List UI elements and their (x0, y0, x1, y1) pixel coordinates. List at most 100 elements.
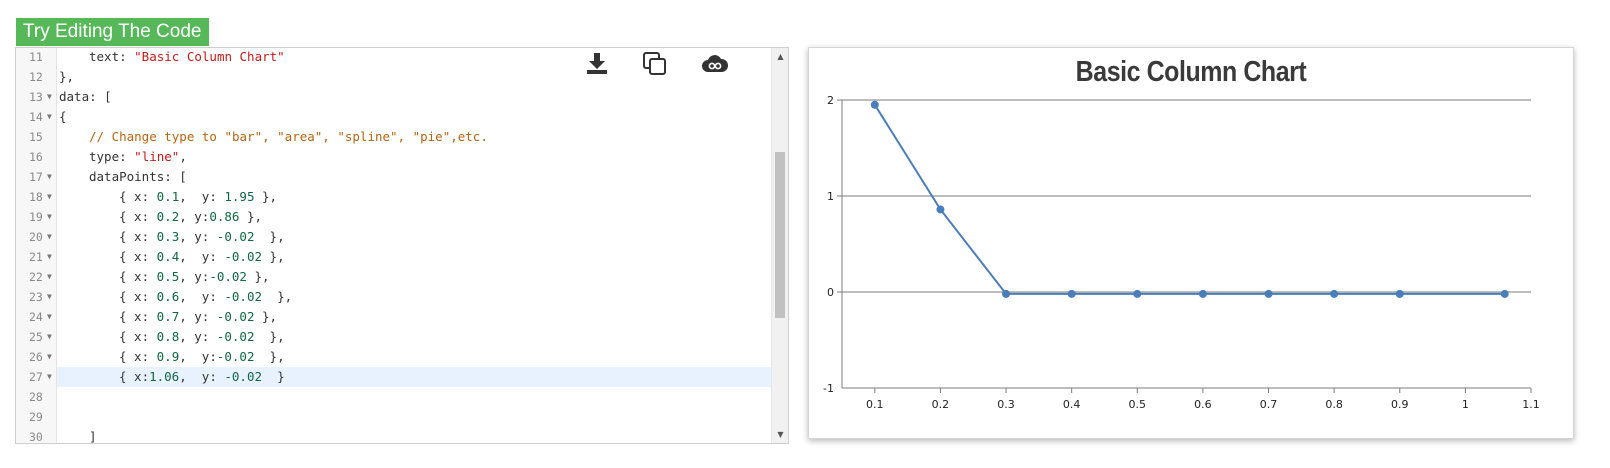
code-token: -0.02 (216, 329, 255, 344)
editor-scrollbar[interactable]: ▲ ▼ (771, 48, 788, 443)
code-text: { x: 0.3, y: -0.02 }, (119, 227, 285, 247)
line-number-text: 27 (29, 370, 43, 384)
code-line[interactable] (57, 367, 785, 387)
code-token: , y: (179, 309, 217, 324)
code-text: { x: 0.5, y:-0.02 }, (119, 267, 270, 287)
code-token: { x: (119, 349, 157, 364)
fold-toggle-icon[interactable]: ▼ (47, 332, 52, 341)
code-token: { x: (119, 189, 157, 204)
scroll-thumb[interactable] (775, 152, 785, 318)
line-number: 16 (16, 147, 57, 167)
scroll-down-arrow-icon[interactable]: ▼ (777, 430, 784, 439)
line-number: 11 (16, 48, 57, 67)
code-area[interactable]: text: "Basic Column Chart"}, data: [ { // C… (57, 48, 785, 443)
code-token: 0.9 (156, 349, 180, 364)
code-line[interactable] (57, 387, 785, 407)
code-token: }, (246, 269, 270, 284)
line-number-text: 17 (29, 170, 43, 184)
code-text: dataPoints: [ (89, 167, 187, 187)
line-number: 21 ▼ (16, 247, 57, 267)
fold-toggle-icon[interactable]: ▼ (47, 92, 52, 101)
code-token: , y: (179, 349, 217, 364)
code-text: data: [ (59, 87, 112, 107)
code-text: { x: 0.8, y: -0.02 }, (119, 327, 285, 347)
code-editor[interactable]: text: "Basic Column Chart"}, data: [ { // C… (15, 47, 789, 444)
fold-toggle-icon[interactable]: ▼ (47, 312, 52, 321)
data-point (1002, 289, 1011, 298)
line-number-text: 23 (29, 290, 43, 304)
code-token: }, (254, 229, 285, 244)
code-token: -0.02 (224, 289, 263, 304)
code-token: 0.1 (156, 189, 180, 204)
fold-toggle-icon[interactable]: ▼ (47, 212, 52, 221)
code-token: // Change type to "bar", "area", "spline… (89, 129, 488, 144)
data-point (870, 100, 879, 109)
code-text: { x: 0.2, y:0.86 }, (119, 207, 262, 227)
code-text: { (59, 107, 67, 127)
code-token: 1.95 (224, 189, 255, 204)
fold-toggle-icon[interactable]: ▼ (47, 252, 52, 261)
code-token: -0.02 (216, 349, 255, 364)
cloud-icon[interactable] (701, 50, 729, 78)
line-number-text: 18 (29, 190, 43, 204)
copy-icon[interactable] (641, 50, 669, 78)
fold-toggle-icon[interactable]: ▼ (47, 292, 52, 301)
data-point (936, 205, 945, 214)
x-tick-label: 0.3 (997, 398, 1015, 411)
code-line[interactable] (57, 427, 785, 443)
code-token: -0.02 (216, 229, 255, 244)
code-token: { x: (119, 269, 157, 284)
code-text: // Change type to "bar", "area", "spline… (89, 127, 488, 147)
x-tick-label: 0.7 (1260, 398, 1278, 411)
code-token: ] (89, 429, 97, 444)
code-token: type: (89, 149, 135, 164)
line-number-text: 15 (29, 130, 43, 144)
code-token: 0.6 (156, 289, 180, 304)
x-tick-label: 1 (1462, 398, 1469, 411)
code-line[interactable] (57, 87, 785, 107)
fold-toggle-icon[interactable]: ▼ (47, 232, 52, 241)
code-token: }, (254, 309, 278, 324)
fold-toggle-icon[interactable]: ▼ (47, 352, 52, 361)
code-token: { x: (119, 289, 157, 304)
code-token: 0.3 (156, 229, 180, 244)
line-number: 29 (16, 407, 57, 427)
try-editing-button[interactable]: Try Editing The Code (16, 18, 209, 46)
fold-toggle-icon[interactable]: ▼ (47, 192, 52, 201)
line-number: 17 ▼ (16, 167, 57, 187)
code-token: { x: (119, 369, 150, 384)
line-number: 14 ▼ (16, 107, 57, 127)
y-tick-label: -1 (823, 382, 834, 395)
code-token: data: [ (59, 89, 112, 104)
line-number-text: 19 (29, 210, 43, 224)
code-token: , y: (179, 189, 225, 204)
line-number-text: 22 (29, 270, 43, 284)
scroll-up-arrow-icon[interactable]: ▲ (777, 52, 784, 61)
fold-toggle-icon[interactable]: ▼ (47, 372, 52, 381)
code-token: text: (89, 49, 135, 64)
download-icon[interactable] (583, 50, 611, 78)
fold-toggle-icon[interactable]: ▼ (47, 112, 52, 121)
code-text: text: "Basic Column Chart" (89, 48, 285, 67)
x-tick-label: 0.8 (1325, 398, 1343, 411)
code-line[interactable] (57, 107, 785, 127)
code-token: 0.8 (156, 329, 180, 344)
code-token: , y: (179, 289, 225, 304)
code-token: { x: (119, 209, 157, 224)
line-number-text: 12 (29, 70, 43, 84)
code-token: -0.02 (224, 369, 263, 384)
fold-toggle-icon[interactable]: ▼ (47, 272, 52, 281)
code-token: { (59, 109, 67, 124)
x-tick-label: 0.1 (866, 398, 884, 411)
x-tick-label: 0.4 (1063, 398, 1081, 411)
code-token: -0.02 (224, 249, 263, 264)
code-token: 0.5 (156, 269, 180, 284)
code-token: 0.2 (156, 209, 180, 224)
x-tick-label: 1.1 (1522, 398, 1540, 411)
data-point (1330, 289, 1339, 298)
code-line[interactable] (57, 67, 785, 87)
line-number-text: 21 (29, 250, 43, 264)
code-line[interactable] (57, 407, 785, 427)
code-token: , y: (179, 209, 210, 224)
fold-toggle-icon[interactable]: ▼ (47, 172, 52, 181)
